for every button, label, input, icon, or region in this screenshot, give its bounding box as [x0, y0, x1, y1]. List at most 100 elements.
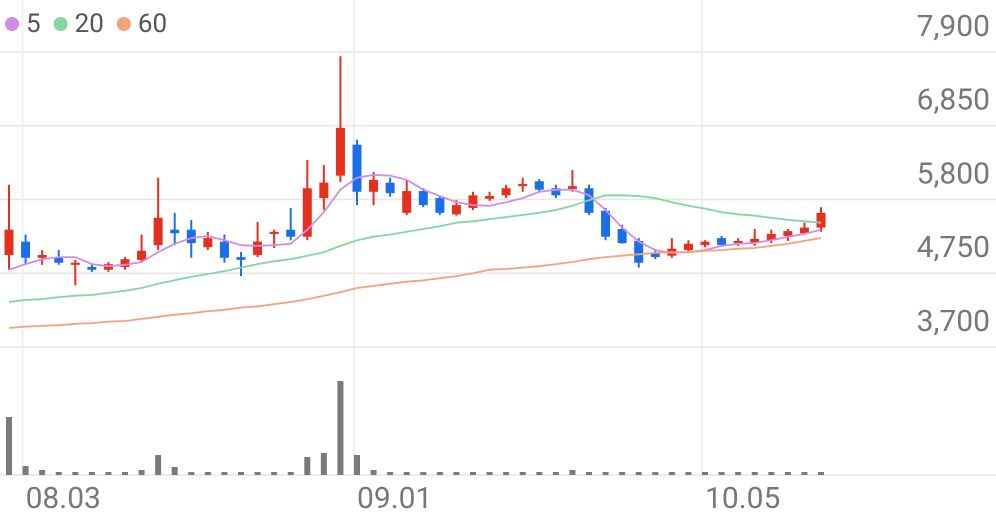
volume-bar [105, 472, 112, 475]
volume-bar [287, 472, 294, 475]
ma-line [8, 173, 822, 271]
y-tick-label: 7,900 [917, 9, 990, 44]
candle-body [733, 240, 743, 244]
candle-body [700, 241, 710, 246]
candle-body [534, 181, 544, 190]
candle-body [253, 241, 263, 255]
candle-body [385, 182, 395, 194]
candle-body [170, 229, 180, 234]
volume-bar [188, 472, 195, 475]
candle-body [650, 252, 660, 258]
x-tick-label: 08.03 [26, 481, 101, 516]
ma-line [8, 237, 822, 329]
volume-bar [138, 470, 145, 475]
legend-label: 5 [26, 9, 41, 39]
volume-bar [370, 470, 377, 475]
volume-bar [403, 472, 410, 475]
volume-bar [602, 472, 609, 475]
candle-body [717, 238, 727, 246]
volume-bar [702, 472, 708, 475]
candle-body [54, 257, 64, 263]
volume-bar [470, 472, 476, 475]
candle-body [750, 238, 760, 244]
volume-bar [519, 472, 526, 475]
volume-bar [304, 457, 311, 475]
volume-bar [586, 472, 592, 475]
candle-body [634, 240, 644, 263]
candle-body [219, 241, 229, 258]
volume-bar [88, 472, 95, 475]
volume-bar [635, 472, 642, 475]
candle-body [37, 254, 47, 258]
candle-body [286, 229, 296, 237]
volume-bar [72, 472, 79, 475]
y-tick-label: 6,850 [917, 83, 990, 118]
candle-body [766, 233, 776, 241]
candle-body [683, 243, 693, 251]
volume-bar [320, 453, 327, 475]
candle-body [501, 188, 511, 196]
volume-bar [6, 417, 12, 475]
candle-body [236, 257, 246, 260]
candle-body [567, 186, 577, 189]
volume-bar [271, 472, 278, 475]
candle-body [468, 195, 478, 208]
y-tick-label: 3,700 [917, 304, 990, 339]
volume-bar [387, 472, 394, 475]
candle-body [153, 217, 163, 246]
candle-body [402, 191, 412, 213]
volume-bar [22, 466, 29, 475]
volume-bar [254, 472, 261, 475]
volume-bar [768, 472, 775, 475]
candle-body [21, 241, 31, 258]
candle-body [87, 266, 97, 270]
candle-body [617, 229, 627, 244]
candle-body [418, 191, 428, 206]
x-tick-label: 09.01 [357, 481, 432, 516]
volume-bar [536, 472, 543, 475]
volume-bar [436, 472, 443, 475]
candle-body [369, 179, 379, 192]
candle-body [203, 238, 213, 248]
volume-bar [238, 472, 244, 475]
volume-bar [718, 472, 725, 475]
candle-body [601, 210, 611, 237]
volume-bar [619, 472, 626, 475]
candle-body [4, 229, 14, 255]
candle-body [269, 231, 279, 234]
candle-body [485, 195, 495, 199]
volume-bar [39, 470, 46, 475]
candle-body [551, 188, 561, 196]
volume-bar [221, 472, 228, 475]
volume-bar [337, 381, 344, 475]
candle-body [352, 144, 362, 192]
legend-marker [53, 17, 68, 31]
candle-body [120, 259, 130, 267]
volume-bar [155, 455, 162, 475]
candle-body [70, 262, 80, 265]
volume-bar [122, 472, 128, 475]
volume-bar [354, 455, 360, 475]
y-tick-label: 4,750 [917, 230, 990, 265]
x-tick-label: 10.05 [705, 481, 780, 516]
candle-body [799, 227, 809, 234]
volume-bar [569, 470, 576, 475]
legend-label: 60 [138, 9, 167, 39]
volume-bar [751, 472, 758, 475]
candle-body [435, 198, 445, 213]
candle-body [137, 250, 147, 260]
volume-bar [801, 472, 808, 475]
legend-marker [5, 17, 19, 31]
legend-label: 20 [75, 9, 104, 39]
candle-body [319, 182, 329, 199]
ma-line [8, 194, 822, 303]
legend-marker [116, 17, 131, 31]
volume-bar [55, 472, 62, 475]
candle-body [302, 188, 312, 237]
candle-body [816, 212, 826, 228]
volume-bar [420, 472, 427, 475]
candle-body [783, 231, 793, 237]
volume-bar [668, 472, 675, 475]
volume-bar [204, 472, 211, 475]
volume-bar [171, 467, 178, 475]
